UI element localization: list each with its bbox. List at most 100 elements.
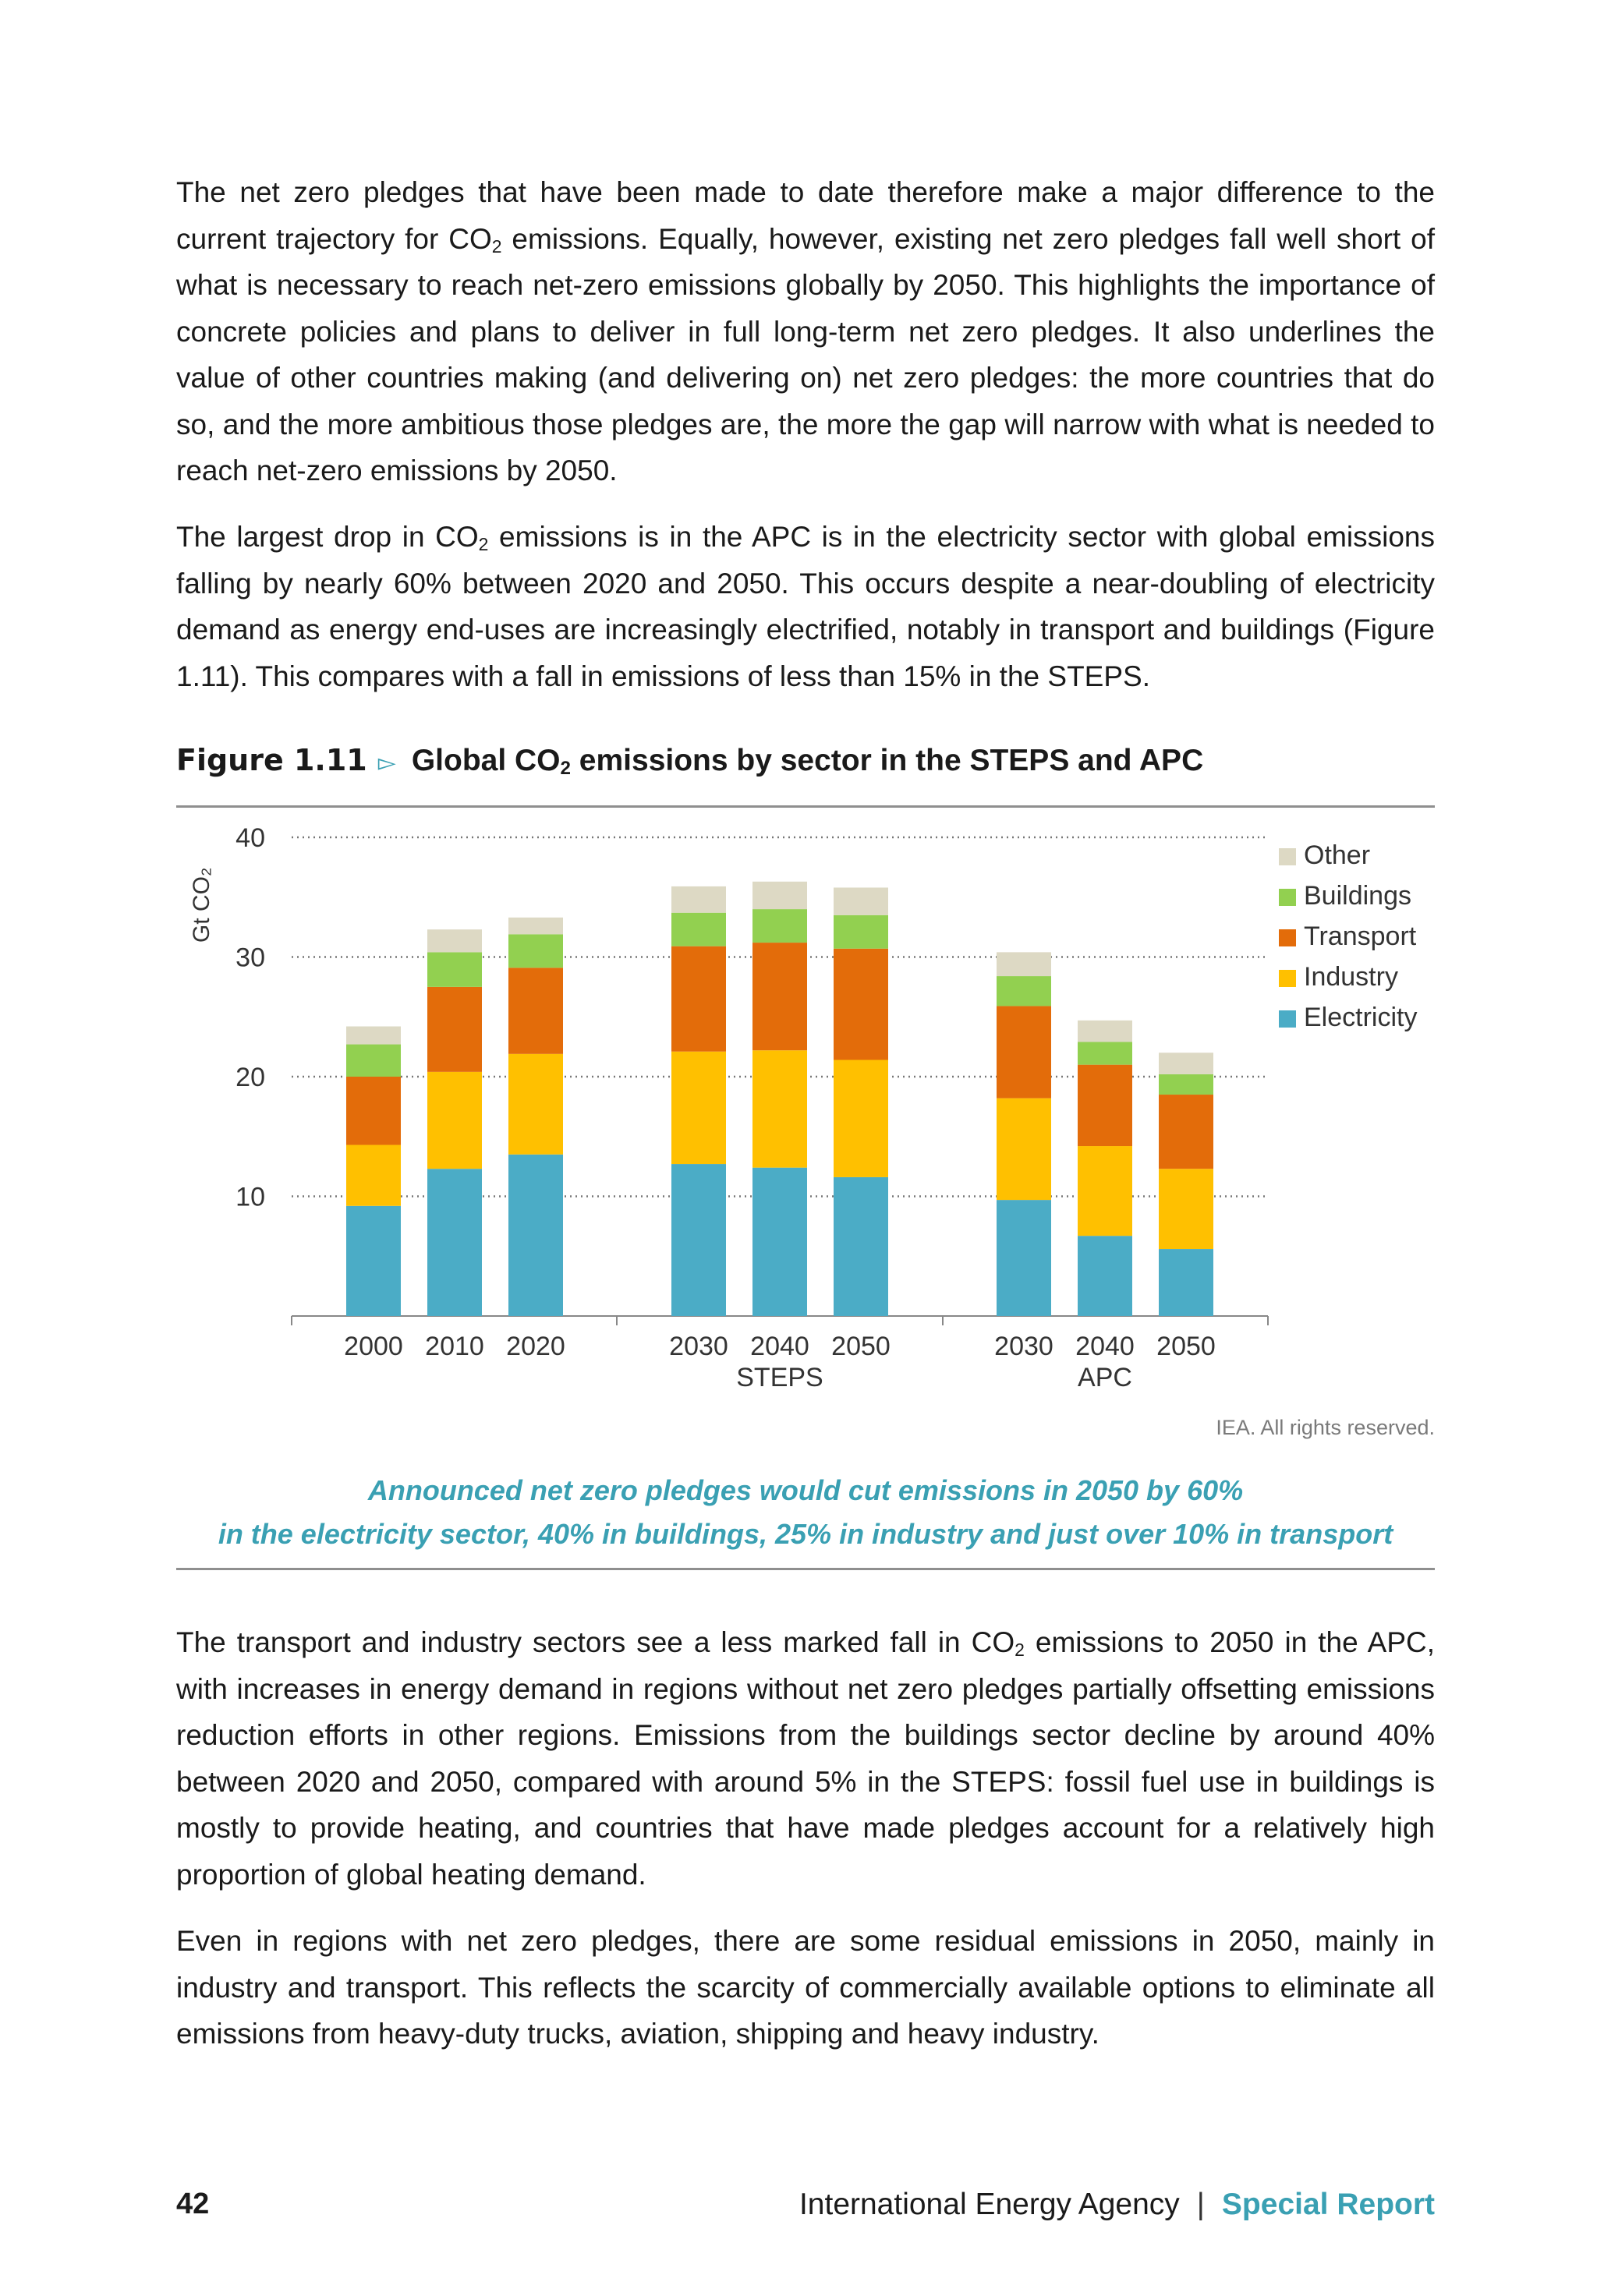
bar-transport-2050 xyxy=(1159,1095,1213,1169)
bar-electricity-2030 xyxy=(671,1164,726,1316)
bar-industry-2010 xyxy=(427,1071,482,1169)
y-axis-label: Gt CO₂ xyxy=(189,867,214,943)
paragraph-4: Even in regions with net zero pledges, t… xyxy=(176,1925,1435,2050)
x-tick-label: 2000 xyxy=(344,1332,403,1361)
bar-other-2030 xyxy=(997,952,1051,977)
legend-label: Buildings xyxy=(1304,881,1411,911)
bar-transport-2040 xyxy=(1078,1064,1132,1147)
page-number: 42 xyxy=(176,2188,210,2220)
bar-other-2050 xyxy=(1159,1052,1213,1074)
paragraph-1-text-a: The net zero pledges that have been made… xyxy=(176,176,1435,255)
paragraph-1: The net zero pledges that have been made… xyxy=(176,169,1435,494)
x-tick-label: 2050 xyxy=(831,1332,891,1361)
bar-buildings-2040 xyxy=(752,909,807,943)
bar-other-2040 xyxy=(1078,1020,1132,1042)
legend-swatch xyxy=(1279,889,1296,906)
x-tick-label: 2030 xyxy=(994,1332,1053,1361)
bar-industry-2040 xyxy=(752,1050,807,1168)
figure-title: Figure 1.11 ▻ Global CO2 emissions by sect… xyxy=(176,743,1435,782)
bar-buildings-2040 xyxy=(1078,1042,1132,1065)
x-tick-label: 2040 xyxy=(1075,1332,1135,1361)
bar-buildings-2030 xyxy=(671,912,726,946)
paragraph-2-text-a: The largest drop in CO xyxy=(176,521,479,553)
y-tick-label: 30 xyxy=(235,943,265,973)
bar-electricity-2040 xyxy=(1078,1236,1132,1316)
group-label: APC xyxy=(1078,1363,1132,1392)
y-tick-label: 10 xyxy=(235,1183,265,1212)
bar-industry-2030 xyxy=(671,1051,726,1165)
paragraph-1-text-b: emissions. Equally, however, existing ne… xyxy=(176,222,1435,487)
paragraph-3-subscript: 2 xyxy=(1015,1640,1025,1661)
group-label: STEPS xyxy=(736,1363,823,1392)
bar-other-2020 xyxy=(508,917,563,935)
footer-separator: | xyxy=(1196,2188,1205,2221)
paragraph-3-text-b: emissions to 2050 in the APC, with incre… xyxy=(176,1626,1435,1891)
bar-buildings-2010 xyxy=(427,952,482,987)
x-tick-label: 2010 xyxy=(425,1332,484,1361)
bar-other-2000 xyxy=(346,1026,401,1045)
bar-electricity-2040 xyxy=(752,1167,807,1316)
bar-transport-2040 xyxy=(752,943,807,1051)
bar-industry-2040 xyxy=(1078,1146,1132,1236)
legend-label: Industry xyxy=(1304,962,1398,992)
bar-transport-2050 xyxy=(834,948,888,1060)
bar-buildings-2050 xyxy=(1159,1074,1213,1095)
bar-electricity-2000 xyxy=(346,1205,401,1316)
bar-buildings-2020 xyxy=(508,934,563,968)
triangle-icon: ▻ xyxy=(377,750,396,776)
rights-notice: IEA. All rights reserved. xyxy=(1216,1416,1435,1439)
figure-bottom-rule xyxy=(176,1568,1435,1570)
figure-title-text-b: emissions by sector in the STEPS and APC xyxy=(570,744,1204,777)
footer-report: Special Report xyxy=(1221,2188,1435,2221)
bar-other-2010 xyxy=(427,929,482,953)
x-tick-label: 2020 xyxy=(506,1332,565,1361)
legend-label: Electricity xyxy=(1304,1003,1417,1032)
x-tick-label: 2040 xyxy=(750,1332,809,1361)
bar-transport-2020 xyxy=(508,968,563,1054)
bar-buildings-2050 xyxy=(834,915,888,949)
paragraph-2-text-b: emissions is in the APC is in the electr… xyxy=(176,521,1435,692)
paragraph-2-subscript: 2 xyxy=(478,534,489,555)
bar-electricity-2050 xyxy=(834,1176,888,1316)
bar-other-2050 xyxy=(834,887,888,915)
paragraph-3-text-a: The transport and industry sectors see a… xyxy=(176,1626,1015,1658)
figure-title-text-a: Global CO xyxy=(411,744,561,777)
legend-swatch xyxy=(1279,848,1296,865)
y-tick-label: 40 xyxy=(235,823,265,853)
bar-transport-2030 xyxy=(997,1006,1051,1098)
y-tick-label: 20 xyxy=(235,1063,265,1092)
bar-electricity-2020 xyxy=(508,1154,563,1316)
figure-title-subscript: 2 xyxy=(560,757,571,779)
x-tick-label: 2030 xyxy=(669,1332,728,1361)
bar-buildings-2000 xyxy=(346,1044,401,1077)
legend-label: Other xyxy=(1304,840,1370,870)
bar-industry-2050 xyxy=(834,1060,888,1177)
footer-agency: International Energy Agency xyxy=(798,2188,1180,2221)
legend-label: Transport xyxy=(1304,922,1417,951)
bar-industry-2050 xyxy=(1159,1169,1213,1250)
caption-line-2: in the electricity sector, 40% in buildi… xyxy=(218,1518,1393,1550)
figure-top-rule xyxy=(176,805,1435,808)
bar-other-2030 xyxy=(671,886,726,913)
paragraph-3: The transport and industry sectors see a… xyxy=(176,1619,1435,1898)
bar-transport-2000 xyxy=(346,1077,401,1145)
paragraph-1-subscript: 2 xyxy=(491,235,502,256)
bar-industry-2030 xyxy=(997,1098,1051,1201)
figure-caption: Announced net zero pledges would cut emi… xyxy=(176,1469,1435,1556)
bar-other-2040 xyxy=(752,881,807,910)
legend-swatch xyxy=(1279,970,1296,987)
figure-number: Figure 1.11 xyxy=(176,743,367,777)
bar-buildings-2030 xyxy=(997,976,1051,1006)
bar-industry-2020 xyxy=(508,1053,563,1155)
footer-publisher: International Energy Agency | Special Repo… xyxy=(799,2188,1435,2222)
bar-industry-2000 xyxy=(346,1144,401,1206)
bar-electricity-2050 xyxy=(1159,1249,1213,1316)
bar-transport-2030 xyxy=(671,946,726,1052)
x-tick-label: 2050 xyxy=(1156,1332,1216,1361)
bar-electricity-2010 xyxy=(427,1169,482,1316)
caption-line-1: Announced net zero pledges would cut emi… xyxy=(367,1474,1244,1506)
legend-swatch xyxy=(1279,929,1296,946)
bar-transport-2010 xyxy=(427,986,482,1072)
bar-electricity-2030 xyxy=(997,1200,1051,1316)
